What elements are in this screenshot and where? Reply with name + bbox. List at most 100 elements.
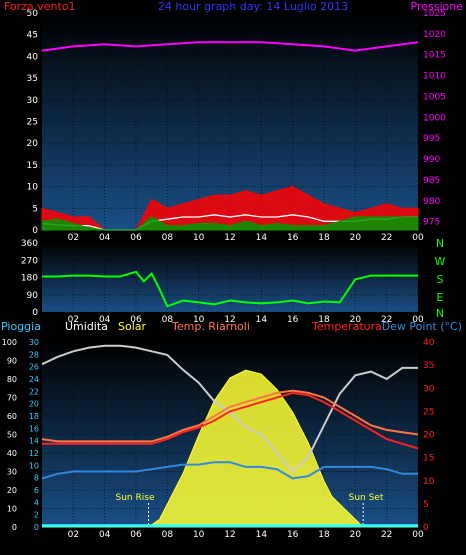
wind-tick-label: 10 xyxy=(27,183,39,193)
panel1-series xyxy=(41,41,419,231)
x-tick-label: 14 xyxy=(256,233,268,243)
humidity-tick-label: 0 xyxy=(12,523,17,532)
compass-label: N xyxy=(436,237,444,250)
x-tick-label: 06 xyxy=(130,233,142,243)
direction-tick-label: 180 xyxy=(21,274,38,284)
pressure-series xyxy=(41,41,419,52)
direction-tick-label: 90 xyxy=(27,291,39,301)
rain-tick-label: 0 xyxy=(34,523,39,532)
wind_avg-series xyxy=(41,216,419,231)
temperature-tick-label: 40 xyxy=(423,338,435,348)
wind-tick-label: 20 xyxy=(27,139,39,149)
rain-tick-label: 10 xyxy=(29,461,39,470)
x-tick-label: 08 xyxy=(162,233,174,243)
rain-tick-label: 30 xyxy=(29,338,39,347)
x-tick-label: 08 xyxy=(162,530,174,540)
legend-solar: Solar xyxy=(118,320,147,333)
x-tick-label: 20 xyxy=(350,530,362,540)
humidity-tick-label: 90 xyxy=(7,357,17,366)
humidity-tick-label: 40 xyxy=(7,449,17,458)
wind-tick-label: 50 xyxy=(27,9,39,19)
rain-tick-label: 6 xyxy=(34,486,39,495)
x-tick-label: 06 xyxy=(130,530,142,540)
wind-speed-axis-label: Forza vento1 xyxy=(4,0,76,13)
direction-tick-label: 0 xyxy=(32,308,38,318)
humidity-tick-label: 10 xyxy=(7,505,17,514)
x-tick-label: 12 xyxy=(224,233,235,243)
temperature-tick-label: 25 xyxy=(423,407,434,417)
temperature-tick-label: 30 xyxy=(423,384,435,394)
x-tick-label: 12 xyxy=(224,315,235,325)
wind-tick-label: 5 xyxy=(32,204,38,214)
x-tick-label: 22 xyxy=(381,530,392,540)
x-tick-label: 12 xyxy=(224,530,235,540)
rain-tick-label: 26 xyxy=(29,363,39,372)
x-tick-label: 00 xyxy=(412,530,424,540)
wind-tick-label: 30 xyxy=(27,96,39,106)
humidity-tick-label: 50 xyxy=(7,431,17,440)
panel3-series xyxy=(41,344,419,528)
x-tick-label: 04 xyxy=(99,315,111,325)
x-tick-label: 10 xyxy=(193,530,205,540)
humidity-tick-label: 30 xyxy=(7,468,17,477)
legend-temperature: Temperatura xyxy=(311,320,382,333)
pressure-tick-label: 990 xyxy=(423,155,440,165)
x-tick-label: 04 xyxy=(99,233,111,243)
pressure-tick-label: 1025 xyxy=(423,9,446,19)
pressure-tick-label: 1020 xyxy=(423,30,446,40)
humidity-tick-label: 80 xyxy=(7,375,17,384)
pressure-tick-label: 985 xyxy=(423,176,440,186)
legend-dewpoint: Dew Point (°C) xyxy=(382,320,462,333)
x-tick-label: 02 xyxy=(68,530,79,540)
rain-tick-label: 22 xyxy=(29,387,39,396)
x-tick-label: 22 xyxy=(381,315,392,325)
x-tick-label: 04 xyxy=(99,530,111,540)
feels-series xyxy=(41,389,419,443)
x-tick-label: 14 xyxy=(256,530,268,540)
temperature-series xyxy=(42,391,419,450)
direction-tick-label: 360 xyxy=(21,239,38,249)
rain-tick-label: 16 xyxy=(29,424,39,433)
chart-title: 24 hour graph day: 14 Luglio 2013 xyxy=(158,0,348,13)
wind-tick-label: 40 xyxy=(27,52,39,62)
x-tick-label: 16 xyxy=(287,315,299,325)
pressure-tick-label: 1015 xyxy=(423,51,446,61)
temperature-tick-label: 5 xyxy=(423,500,429,510)
pressure-tick-label: 1000 xyxy=(423,113,446,123)
rain-tick-label: 28 xyxy=(29,350,39,359)
direction-tick-label: 270 xyxy=(21,256,38,266)
humidity-tick-label: 70 xyxy=(7,394,17,403)
dewpoint-series xyxy=(41,461,418,480)
rain-tick-label: 8 xyxy=(34,474,39,483)
x-tick-label: 22 xyxy=(381,233,392,243)
wind-tick-label: 0 xyxy=(32,226,38,236)
legend-feels-like: Temp. Riarnoli xyxy=(171,320,250,333)
pressure-tick-label: 995 xyxy=(423,134,440,144)
x-tick-label: 20 xyxy=(350,233,362,243)
legend-humidity: Umidita xyxy=(65,320,108,333)
panel3-grid xyxy=(42,341,419,528)
pressure-tick-label: 980 xyxy=(423,197,440,207)
pressure-axis-label: Pressione xyxy=(411,0,464,13)
x-tick-label: 02 xyxy=(68,233,79,243)
sunset-label: Sun Set xyxy=(349,493,384,503)
rain-tick-label: 18 xyxy=(29,412,39,421)
wind-tick-label: 45 xyxy=(27,31,38,41)
humidity-tick-label: 100 xyxy=(2,338,17,347)
x-tick-label: 02 xyxy=(68,315,79,325)
panel2-series xyxy=(42,270,418,308)
pressure-tick-label: 975 xyxy=(423,218,440,228)
x-tick-label: 10 xyxy=(193,315,205,325)
humidity-tick-label: 60 xyxy=(7,412,17,421)
panel1-grid xyxy=(42,12,419,231)
x-tick-label: 10 xyxy=(193,233,205,243)
pressure-tick-label: 1010 xyxy=(423,72,446,82)
temperature-tick-label: 35 xyxy=(423,361,434,371)
legend-rain: Pioggia xyxy=(1,320,41,333)
x-tick-label: 18 xyxy=(318,233,330,243)
compass-label: S xyxy=(437,273,444,286)
x-tick-label: 00 xyxy=(412,233,424,243)
